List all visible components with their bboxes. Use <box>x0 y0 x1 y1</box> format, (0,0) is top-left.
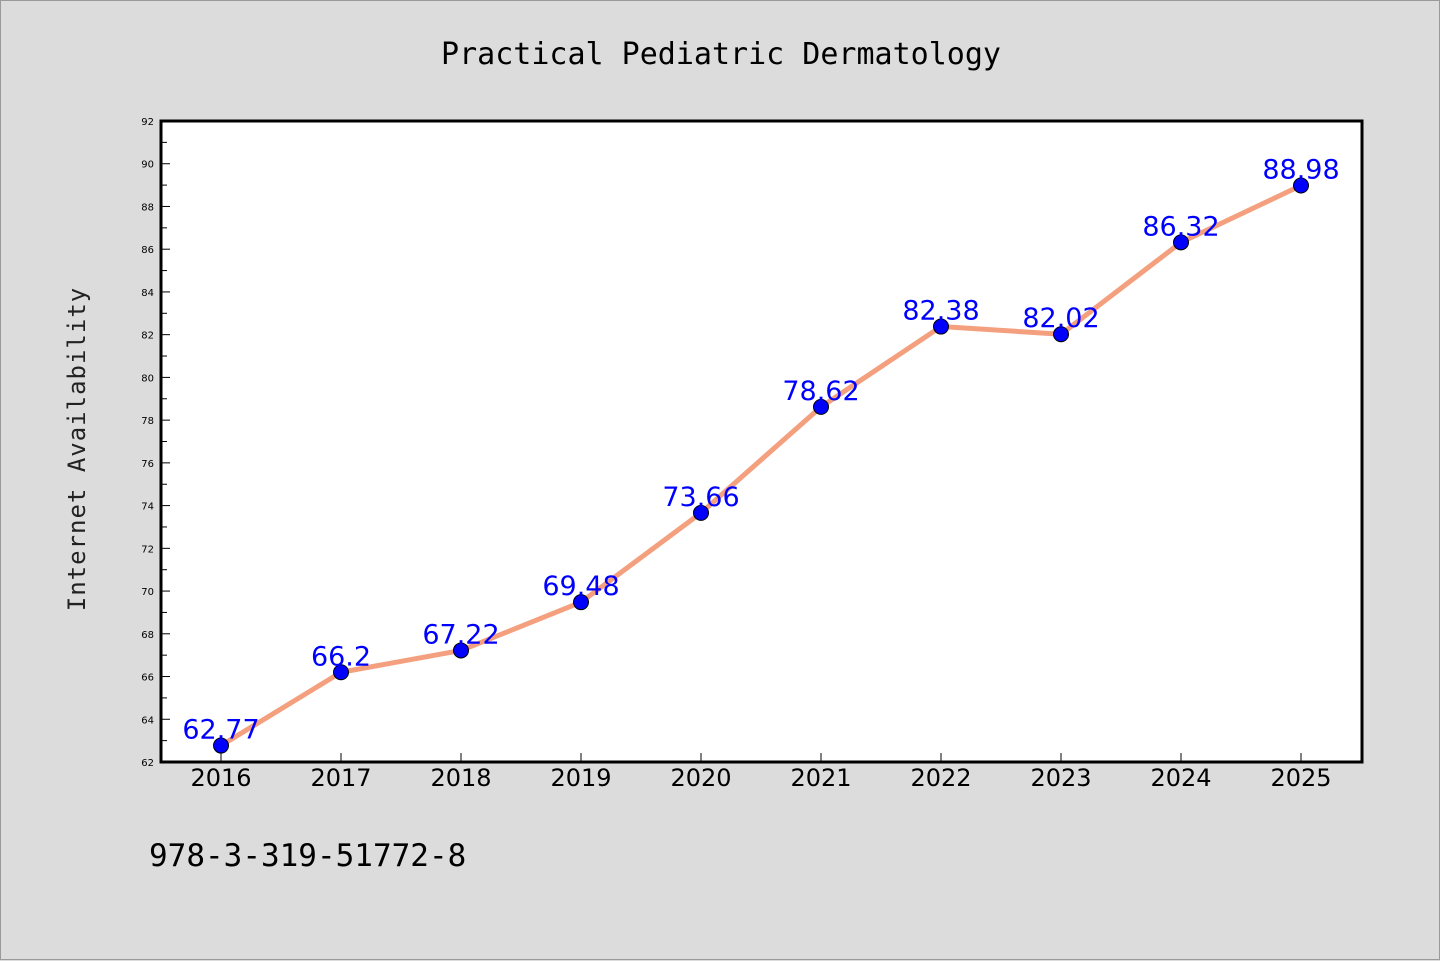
data-marker <box>573 594 589 611</box>
data-label: 82.38 <box>902 296 979 327</box>
y-tick-label: 78 <box>141 416 154 427</box>
data-label: 62.77 <box>182 715 259 746</box>
x-tick-label: 2023 <box>1030 764 1091 792</box>
data-marker <box>213 737 229 754</box>
y-tick-label: 70 <box>141 587 154 598</box>
y-tick-label: 72 <box>141 544 154 555</box>
data-marker <box>1293 177 1309 194</box>
data-label: 73.66 <box>662 482 739 513</box>
y-tick-label: 68 <box>141 630 154 641</box>
footnote-isbn: 978-3-319-51772-8 <box>149 838 466 874</box>
data-label-group: 62.77 66.2 67.22 69.48 73.66 78.62 82.38 82.02 8… <box>182 155 1339 746</box>
x-tick-label: 2020 <box>670 764 731 792</box>
y-tick-label: 88 <box>141 202 154 213</box>
y-tick-label: 80 <box>141 373 154 384</box>
x-tick-label: 2024 <box>1150 764 1211 792</box>
data-marker <box>453 642 469 659</box>
x-tick-label: 2017 <box>310 764 371 792</box>
x-tick-label: 2022 <box>910 764 971 792</box>
x-tick-label: 2018 <box>430 764 491 792</box>
data-label: 88.98 <box>1262 155 1339 186</box>
series-line <box>218 183 1304 749</box>
data-marker <box>693 504 709 521</box>
data-label: 69.48 <box>542 571 619 602</box>
y-tick-label: 92 <box>141 117 154 128</box>
data-label: 82.02 <box>1022 303 1099 334</box>
data-label: 66.2 <box>311 641 371 672</box>
x-tick-label: 2016 <box>190 764 251 792</box>
y-tick-label: 66 <box>141 673 154 684</box>
data-label: 86.32 <box>1142 211 1219 242</box>
y-tick-label: 74 <box>141 502 154 513</box>
series-line-group <box>218 183 1304 749</box>
data-label: 67.22 <box>422 619 499 650</box>
data-marker-group <box>213 177 1309 754</box>
y-axis-label: Internet Availability <box>63 287 91 611</box>
x-tick-label: 2021 <box>790 764 851 792</box>
data-marker <box>1053 326 1069 343</box>
y-tick-label: 82 <box>141 331 154 342</box>
y-tick-label: 62 <box>141 758 154 769</box>
x-tick-label: 2019 <box>550 764 611 792</box>
y-tick-label: 76 <box>141 459 154 470</box>
data-marker <box>1173 234 1189 251</box>
chart-title: Practical Pediatric Dermatology <box>441 37 1001 72</box>
y-tick-label: 64 <box>141 715 154 726</box>
axis-ticks: 62 64 66 68 70 72 74 76 78 80 82 84 86 88 90 92 2016 2017… <box>141 117 1331 792</box>
plot-border <box>159 119 1364 764</box>
x-tick-label: 2025 <box>1270 764 1331 792</box>
y-tick-label: 86 <box>141 245 154 256</box>
data-marker <box>813 398 829 415</box>
y-tick-label: 90 <box>141 160 154 171</box>
y-tick-label: 84 <box>141 288 154 299</box>
plot-area <box>161 121 1362 762</box>
data-marker <box>333 664 349 681</box>
data-label: 78.62 <box>782 376 859 407</box>
data-marker <box>933 318 949 335</box>
